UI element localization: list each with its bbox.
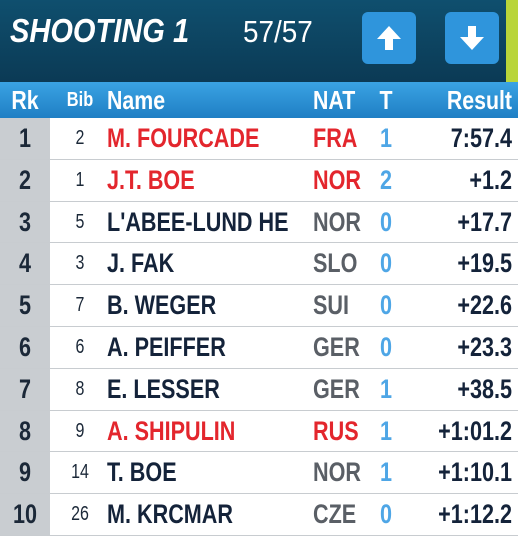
column-header: Rk Bib Name NAT T Result [0,82,518,118]
count: 57/57 [243,14,313,49]
nat-cell: NOR [313,164,361,195]
rank-cell-bg [0,201,50,244]
nat-cell: NOR [313,457,361,488]
accent-stripe [506,0,518,82]
rk-cell: 2 [18,164,32,195]
result-cell: +1:01.2 [438,415,512,446]
bib-cell: 8 [75,377,85,400]
row-separator [0,451,518,453]
name-cell: J. FAK [107,248,175,279]
name-cell: A. SHIPULIN [107,415,236,446]
rk-cell: 9 [18,457,32,488]
t-cell: 1 [379,457,393,488]
name-cell: J.T. BOE [107,164,195,195]
nat-cell: GER [313,332,360,362]
rk-cell: 6 [18,332,32,362]
result-cell: +1:12.2 [438,499,512,530]
bib-cell: 9 [75,419,85,442]
nat-cell: FRA [313,123,358,153]
bib-cell: 2 [75,127,85,149]
t-cell: 2 [379,164,393,195]
scroll-down-button[interactable] [445,12,499,64]
column-label: NAT [313,85,356,115]
result-cell: +1:10.1 [438,457,512,488]
bib-cell: 3 [75,252,85,275]
row-separator [0,493,518,495]
name-cell: A. PEIFFER [107,332,226,362]
rank-cell-bg [0,368,50,411]
rk-cell: 1 [18,123,32,153]
rank-cell-bg [0,410,50,453]
name-cell: T. BOE [107,457,177,488]
result-cell: +19.5 [457,248,512,279]
rank-cell-bg [0,285,50,327]
header-bar: SHOOTING 1 57/57 [0,0,518,82]
rank-cell-bg [0,327,50,369]
rank-cell-bg [0,494,50,536]
rank-cell-bg [0,452,50,495]
result-cell: +1.2 [469,164,512,195]
nat-cell: CZE [313,499,357,530]
column-label: T [379,85,393,115]
rk-cell: 4 [18,248,32,279]
up-icon [377,26,401,50]
t-cell: 1 [379,123,393,153]
nat-cell: GER [313,373,360,404]
nat-cell: SLO [313,248,358,279]
row-separator [0,158,518,160]
name-cell: M. FOURCADE [107,123,260,153]
bib-cell: 14 [71,461,89,484]
rk-cell: 10 [12,499,38,530]
t-cell: 1 [379,373,393,404]
bib-cell: 1 [75,168,85,191]
result-cell: +23.3 [457,332,512,362]
row-separator [0,367,518,369]
bib-cell: 7 [75,294,85,317]
column-label: Result [446,85,512,115]
t-cell: 0 [379,290,393,321]
t-cell: 0 [379,499,393,530]
result-cell: +22.6 [457,290,512,321]
nat-cell: NOR [313,206,361,237]
row-separator [0,326,518,327]
rk-cell: 8 [18,415,32,446]
name-cell: L'ABEE-LUND HE [107,206,289,237]
nat-cell: RUS [313,415,359,446]
row-separator [0,284,518,286]
rank-cell-bg [0,159,50,202]
t-cell: 0 [379,206,393,237]
rank-cell-bg [0,118,50,160]
column-label: Bib [66,89,94,111]
scroll-up-button[interactable] [362,12,416,64]
name-cell: M. KRCMAR [107,499,233,530]
result-cell: +17.7 [457,206,512,237]
column-label: Name [107,85,166,115]
t-cell: 1 [379,415,393,446]
down-icon [460,26,484,50]
nat-cell: SUI [313,290,350,321]
name-cell: B. WEGER [107,290,217,321]
rk-cell: 7 [18,373,32,404]
t-cell: 0 [379,332,393,362]
row-separator [0,242,518,244]
column-label: Rk [11,85,39,115]
result-cell: 7:57.4 [450,123,512,153]
bib-cell: 6 [75,336,85,358]
rank-cell-bg [0,243,50,286]
row-separator [0,409,518,411]
t-cell: 0 [379,248,393,279]
bib-cell: 26 [71,503,89,526]
name-cell: E. LESSER [107,373,220,404]
bib-cell: 5 [75,210,85,233]
rk-cell: 5 [18,290,32,321]
title: SHOOTING 1 [10,12,190,49]
row-separator [0,200,518,202]
rk-cell: 3 [18,206,32,237]
result-cell: +38.5 [457,373,512,404]
